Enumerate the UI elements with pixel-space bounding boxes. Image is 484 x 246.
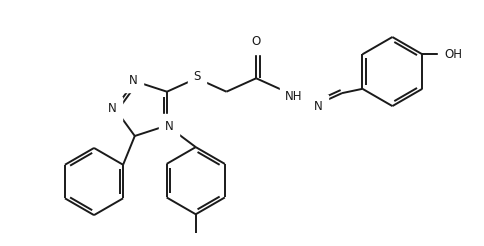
Text: OH: OH — [444, 48, 462, 61]
Text: NH: NH — [285, 90, 303, 103]
Text: N: N — [128, 74, 137, 87]
Text: N: N — [314, 100, 322, 113]
Text: N: N — [107, 102, 116, 115]
Text: N: N — [165, 120, 173, 133]
Text: S: S — [194, 70, 201, 83]
Text: O: O — [252, 35, 261, 48]
